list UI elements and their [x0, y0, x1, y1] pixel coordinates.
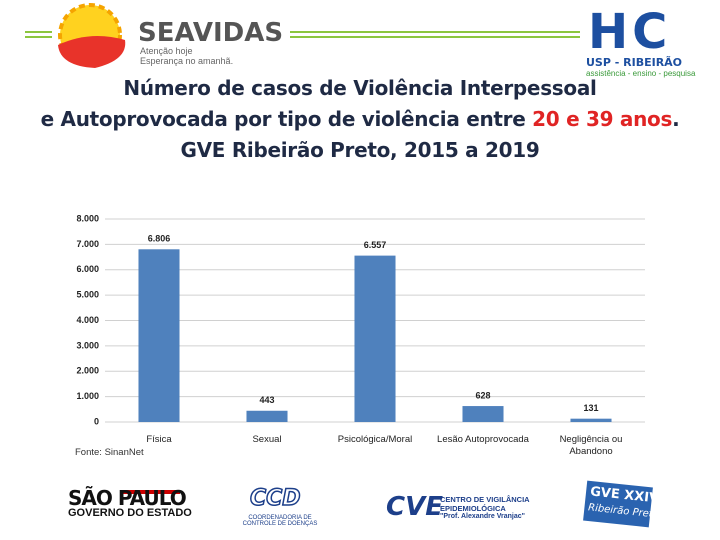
seavidas-name: SEAVIDAS: [138, 18, 284, 48]
y-tick-label: 7.000: [76, 239, 99, 249]
y-tick-label: 1.000: [76, 391, 99, 401]
y-tick-label: 6.000: [76, 264, 99, 274]
x-tick-label: Psicológica/Moral: [337, 434, 413, 445]
title-text: .: [672, 107, 680, 131]
bar: [246, 410, 288, 422]
y-tick-label: 2.000: [76, 366, 99, 376]
bar: [138, 249, 180, 422]
cve-name: CENTRO DE VIGILÂNCIA: [440, 495, 530, 504]
y-tick-label: 4.000: [76, 315, 99, 325]
ccd-logo: CCD: [249, 485, 301, 512]
value-label: 6.806: [148, 234, 171, 244]
hc-name: USP - RIBEIRÃO: [586, 56, 683, 69]
source: Fonte: SinanNet: [75, 447, 144, 458]
value-label: 628: [475, 390, 490, 400]
sp-logo: SÃO PAULO: [68, 486, 187, 510]
title-text: e Autoprovocada por tipo de violência en…: [40, 107, 526, 131]
y-tick-label: 3.000: [76, 340, 99, 350]
bar: [354, 255, 396, 422]
heart-logo: [58, 36, 126, 68]
y-tick-label: 0: [94, 416, 99, 426]
title-line: GVE Ribeirão Preto, 2015 a 2019: [0, 138, 720, 162]
ccd-name: COORDENADORIA DE CONTROLE DE DOENÇAS: [242, 515, 318, 527]
title-text: Número de casos de Violência Interpessoa…: [123, 76, 597, 100]
cve-name: "Prof. Alexandre Vranjac": [440, 513, 525, 520]
title-line: e Autoprovocada por tipo de violência en…: [0, 107, 720, 131]
bar: [462, 406, 504, 422]
x-tick-label: Física: [146, 434, 172, 445]
y-tick-label: 5.000: [76, 290, 99, 300]
hc-logo-bg: [584, 12, 704, 54]
value-label: 6.557: [364, 240, 387, 250]
title-text: GVE Ribeirão Preto, 2015 a 2019: [180, 138, 540, 162]
seavidas-tag: Atenção hoje: [140, 46, 193, 56]
cve-logo: CVE: [386, 492, 443, 522]
x-tick-label: Sexual: [252, 434, 282, 445]
x-tick-label: Lesão Autoprovocada: [437, 434, 529, 445]
hc-tag: assistência - ensino - pesquisa: [586, 69, 696, 78]
sp-logo: GOVERNO DO ESTADO: [68, 507, 192, 519]
y-tick-label: 8.000: [76, 213, 99, 223]
cve-name: EPIDEMIOLÓGICA: [440, 504, 506, 513]
value-label: 443: [259, 395, 274, 405]
bar: [570, 418, 612, 422]
value-label: 131: [583, 403, 598, 413]
title-line: Número de casos de Violência Interpessoa…: [0, 76, 720, 100]
sp-flag-bar: [120, 490, 180, 494]
hc-logo: HC: [588, 4, 672, 60]
x-tick-label: Negligência ou Abandono: [559, 434, 623, 457]
seavidas-tag: Esperança no amanhã.: [140, 56, 234, 66]
title-text: 20 e 39 anos: [532, 107, 673, 131]
